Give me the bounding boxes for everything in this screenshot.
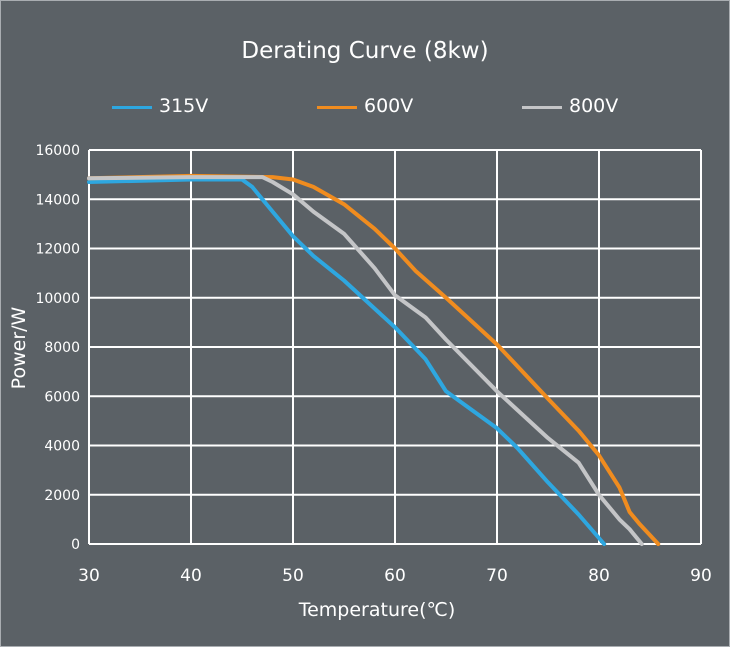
legend-label-315v: 315V — [159, 95, 209, 117]
y-tick-label-12000: 12000 — [35, 242, 80, 258]
y-tick-label-14000: 14000 — [35, 192, 80, 208]
series-line-600v — [87, 173, 661, 546]
y-tick-label-10000: 10000 — [35, 291, 80, 307]
x-tick-label-70: 70 — [486, 566, 508, 586]
x-tick-label-60: 60 — [384, 566, 406, 586]
legend-swatch-315v — [112, 106, 152, 109]
y-tick-label-4000: 4000 — [44, 439, 80, 455]
chart-title: Derating Curve (8kw) — [241, 38, 489, 64]
x-axis-label: Temperature(℃) — [298, 599, 456, 621]
legend-label-600v: 600V — [364, 95, 414, 117]
y-tick-label-2000: 2000 — [44, 488, 80, 504]
x-tick-label-80: 80 — [588, 566, 610, 586]
x-tick-label-50: 50 — [282, 566, 304, 586]
y-tick-label-6000: 6000 — [44, 389, 80, 405]
grid-lines — [88, 149, 702, 545]
y-tick-label-8000: 8000 — [44, 340, 80, 356]
legend-swatch-800v — [522, 106, 562, 109]
x-tick-label-40: 40 — [180, 566, 202, 586]
legend-swatch-600v — [317, 106, 357, 109]
series-line-800v — [87, 175, 644, 546]
y-axis-label: Power/W — [8, 306, 30, 389]
legend-label-800v: 800V — [569, 95, 619, 117]
y-tick-label-16000: 16000 — [35, 143, 80, 159]
x-tick-label-90: 90 — [690, 566, 712, 586]
y-tick-label-0: 0 — [71, 537, 80, 553]
series-line-315v — [87, 177, 607, 546]
tick-labels: 30 40 50 60 70 80 90 0 2000 4000 6000 8000 10000 1200… — [35, 143, 711, 586]
x-tick-label-30: 30 — [78, 566, 100, 586]
series-lines — [87, 173, 661, 546]
